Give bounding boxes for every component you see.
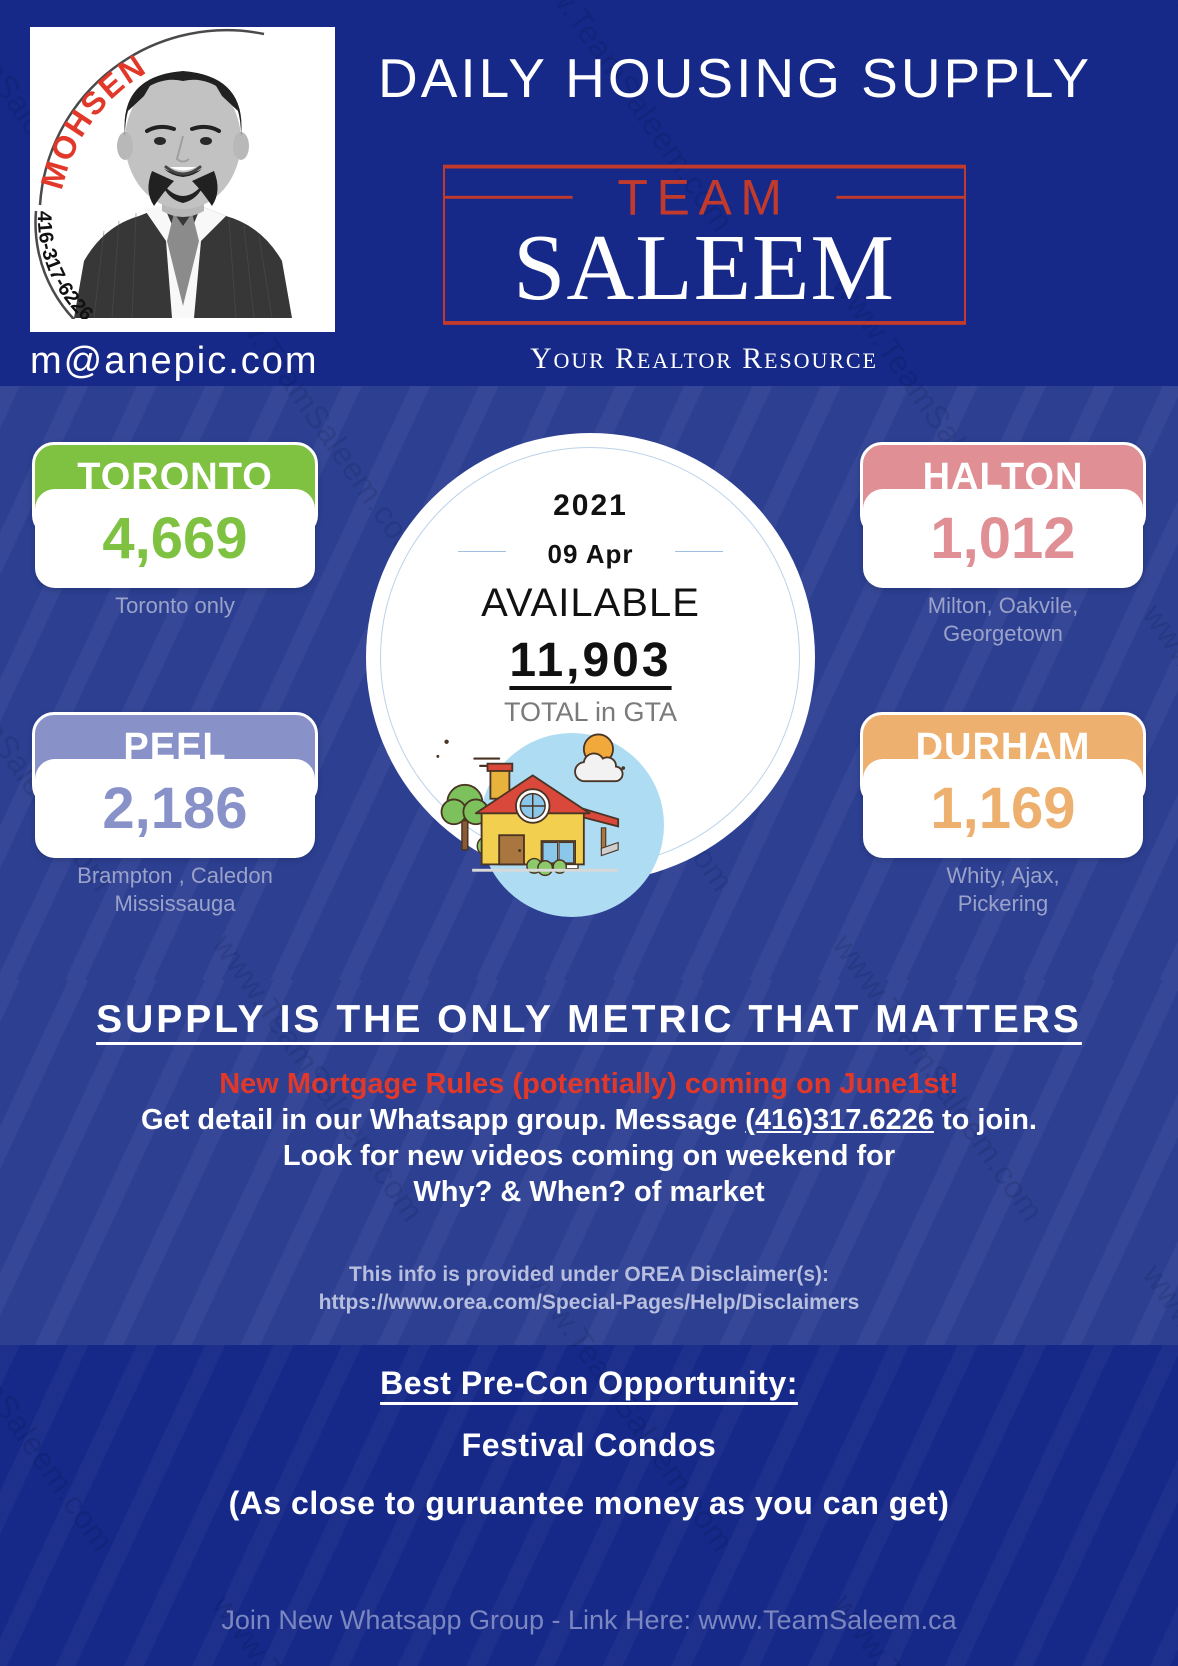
svg-text:416-317-6226: 416-317-6226: [33, 211, 97, 319]
svg-text:MOHSEN: MOHSEN: [34, 47, 153, 193]
svg-text:YOUR REALTOR RESOURCE: YOUR REALTOR RESOURCE: [530, 343, 878, 375]
svg-text:SALEEM: SALEEM: [513, 216, 895, 320]
